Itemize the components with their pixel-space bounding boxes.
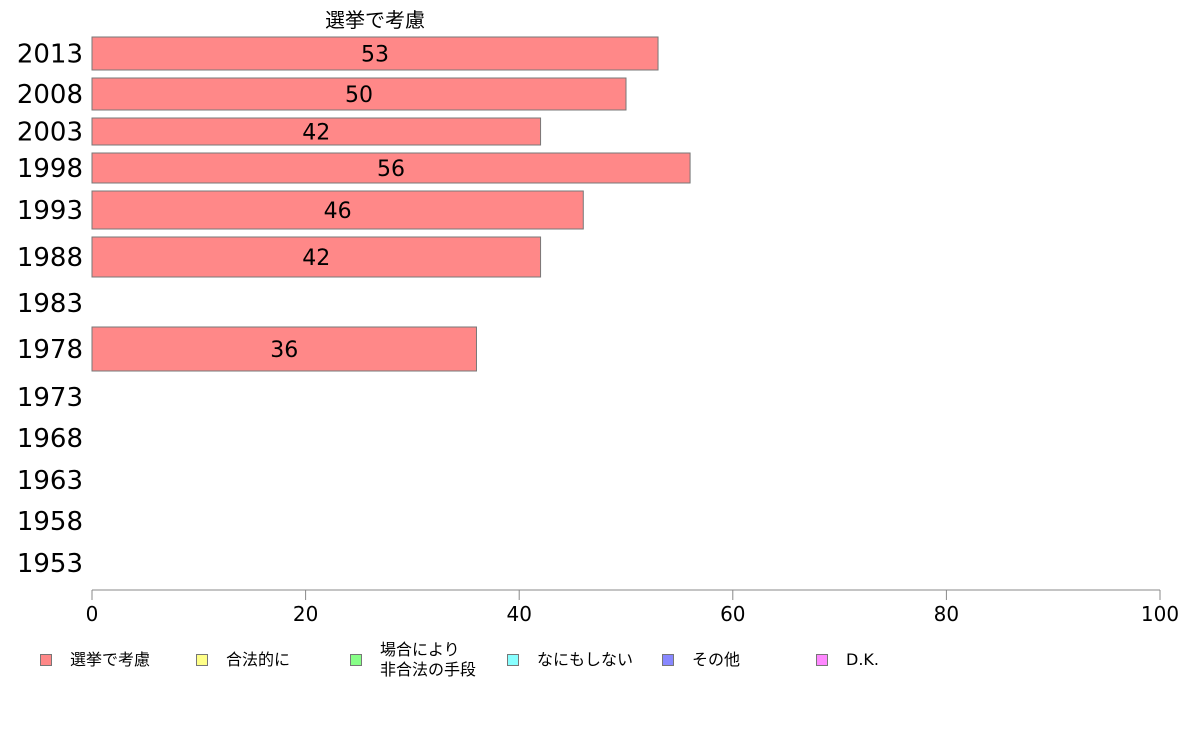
y-tick-label: 1958 bbox=[17, 507, 83, 537]
y-tick-label: 1983 bbox=[17, 289, 83, 319]
y-tick-label: 1953 bbox=[17, 549, 83, 579]
bar bbox=[91, 117, 542, 146]
legend-label: なにもしない bbox=[537, 650, 634, 669]
legend-swatch bbox=[196, 654, 208, 666]
legend-label: その他 bbox=[692, 650, 741, 669]
bar-value-label: 42 bbox=[302, 246, 330, 271]
bar bbox=[91, 190, 584, 230]
legend-label: 合法的に bbox=[226, 650, 291, 669]
x-tick-label: 40 bbox=[506, 602, 531, 626]
y-tick-label: 1973 bbox=[17, 383, 83, 413]
bar-value-label: 42 bbox=[302, 121, 330, 146]
bar bbox=[91, 36, 659, 71]
bar-value-label: 56 bbox=[377, 157, 405, 182]
legend-item: 合法的に bbox=[196, 650, 290, 670]
legend-label: D.K. bbox=[846, 650, 879, 669]
legend-label: 場合により 非合法の手段 bbox=[380, 640, 477, 679]
legend-swatch bbox=[816, 654, 828, 666]
legend-item: なにもしない bbox=[507, 650, 633, 670]
y-tick-label: 2013 bbox=[17, 40, 83, 70]
legend-swatch bbox=[40, 654, 52, 666]
series-header: 選挙で考慮 bbox=[325, 8, 425, 32]
y-tick-label: 1968 bbox=[17, 424, 83, 454]
bar-value-label: 46 bbox=[324, 199, 352, 224]
y-tick-label: 1988 bbox=[17, 243, 83, 273]
bar bbox=[91, 77, 627, 111]
legend-label: 選挙で考慮 bbox=[70, 650, 151, 669]
x-tick-label: 20 bbox=[293, 602, 318, 626]
x-tick-label: 80 bbox=[934, 602, 959, 626]
legend-item: その他 bbox=[662, 650, 740, 670]
x-tick-label: 60 bbox=[720, 602, 745, 626]
bar-value-label: 53 bbox=[361, 43, 389, 68]
bar-value-label: 36 bbox=[270, 338, 298, 363]
legend-swatch bbox=[507, 654, 519, 666]
legend-item: 選挙で考慮 bbox=[40, 650, 150, 670]
y-tick-label: 1998 bbox=[17, 154, 83, 184]
legend-swatch bbox=[350, 654, 362, 666]
y-tick-label: 1993 bbox=[17, 196, 83, 226]
bar-value-label: 50 bbox=[345, 83, 373, 108]
legend-item: D.K. bbox=[816, 650, 879, 670]
x-tick-label: 100 bbox=[1141, 602, 1179, 626]
bar bbox=[91, 326, 477, 372]
y-tick-label: 2003 bbox=[17, 118, 83, 148]
bar bbox=[91, 236, 542, 278]
y-tick-label: 1978 bbox=[17, 335, 83, 365]
x-tick-label: 0 bbox=[86, 602, 99, 626]
legend-swatch bbox=[662, 654, 674, 666]
bar bbox=[91, 152, 691, 184]
legend-item: 場合により 非合法の手段 bbox=[350, 640, 476, 680]
y-tick-label: 2008 bbox=[17, 80, 83, 110]
y-tick-label: 1963 bbox=[17, 466, 83, 496]
